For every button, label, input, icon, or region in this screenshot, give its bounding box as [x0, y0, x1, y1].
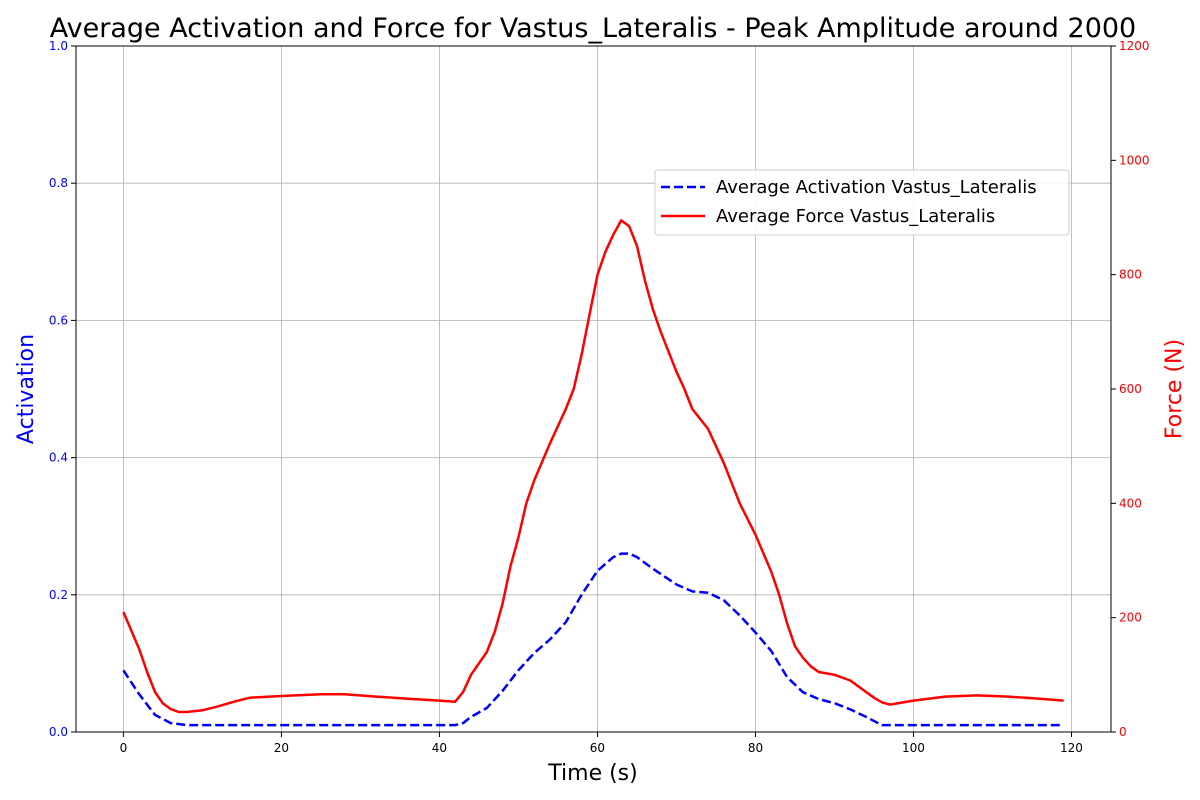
y-axis-left: 0.0 0.2 0.4 0.6 0.8 1.0	[49, 39, 76, 739]
x-tick-label: 20	[274, 741, 289, 755]
legend-force-label: Average Force Vastus_Lateralis	[716, 206, 995, 227]
x-tick-label: 80	[748, 741, 763, 755]
legend-box	[654, 169, 1070, 236]
grid	[76, 45, 1111, 733]
x-axis-title: Time (s)	[547, 761, 637, 786]
plot-area	[122, 219, 1064, 727]
y-left-tick-label: 0.2	[49, 588, 68, 602]
x-tick-label: 60	[590, 741, 605, 755]
y-right-tick-label: 800	[1119, 268, 1142, 282]
y-left-tick-label: 0.6	[49, 313, 68, 327]
x-tick-label: 120	[1060, 741, 1083, 755]
y-axis-right: 0 200 400 600 800 1000 1200	[1111, 39, 1150, 739]
chart-title: Average Activation and Force for Vastus_…	[50, 13, 1136, 44]
x-axis: 0 20 40 60 80 100 120	[120, 732, 1083, 755]
x-tick-label: 100	[902, 741, 925, 755]
legend: Average Activation Vastus_Lateralis Aver…	[654, 169, 1070, 236]
y-right-tick-label: 400	[1119, 496, 1142, 510]
x-tick-label: 0	[120, 741, 128, 755]
y-left-tick-label: 0.4	[49, 451, 68, 465]
plot-frame	[75, 45, 1112, 733]
y-right-tick-label: 200	[1119, 611, 1142, 625]
y-left-tick-label: 0.0	[49, 725, 68, 739]
y-left-tick-label: 0.8	[49, 176, 68, 190]
y-right-tick-label: 1000	[1119, 153, 1150, 167]
activation-series-line	[122, 552, 1064, 727]
y-right-tick-label: 1200	[1119, 39, 1150, 53]
y-axis-left-title: Activation	[14, 334, 39, 444]
y-right-tick-label: 600	[1119, 382, 1142, 396]
y-left-tick-label: 1.0	[49, 39, 68, 53]
x-tick-label: 40	[432, 741, 447, 755]
force-series-line	[122, 219, 1064, 714]
y-right-tick-label: 0	[1119, 725, 1127, 739]
legend-activation-label: Average Activation Vastus_Lateralis	[716, 177, 1037, 198]
y-axis-right-title: Force (N)	[1162, 339, 1187, 439]
